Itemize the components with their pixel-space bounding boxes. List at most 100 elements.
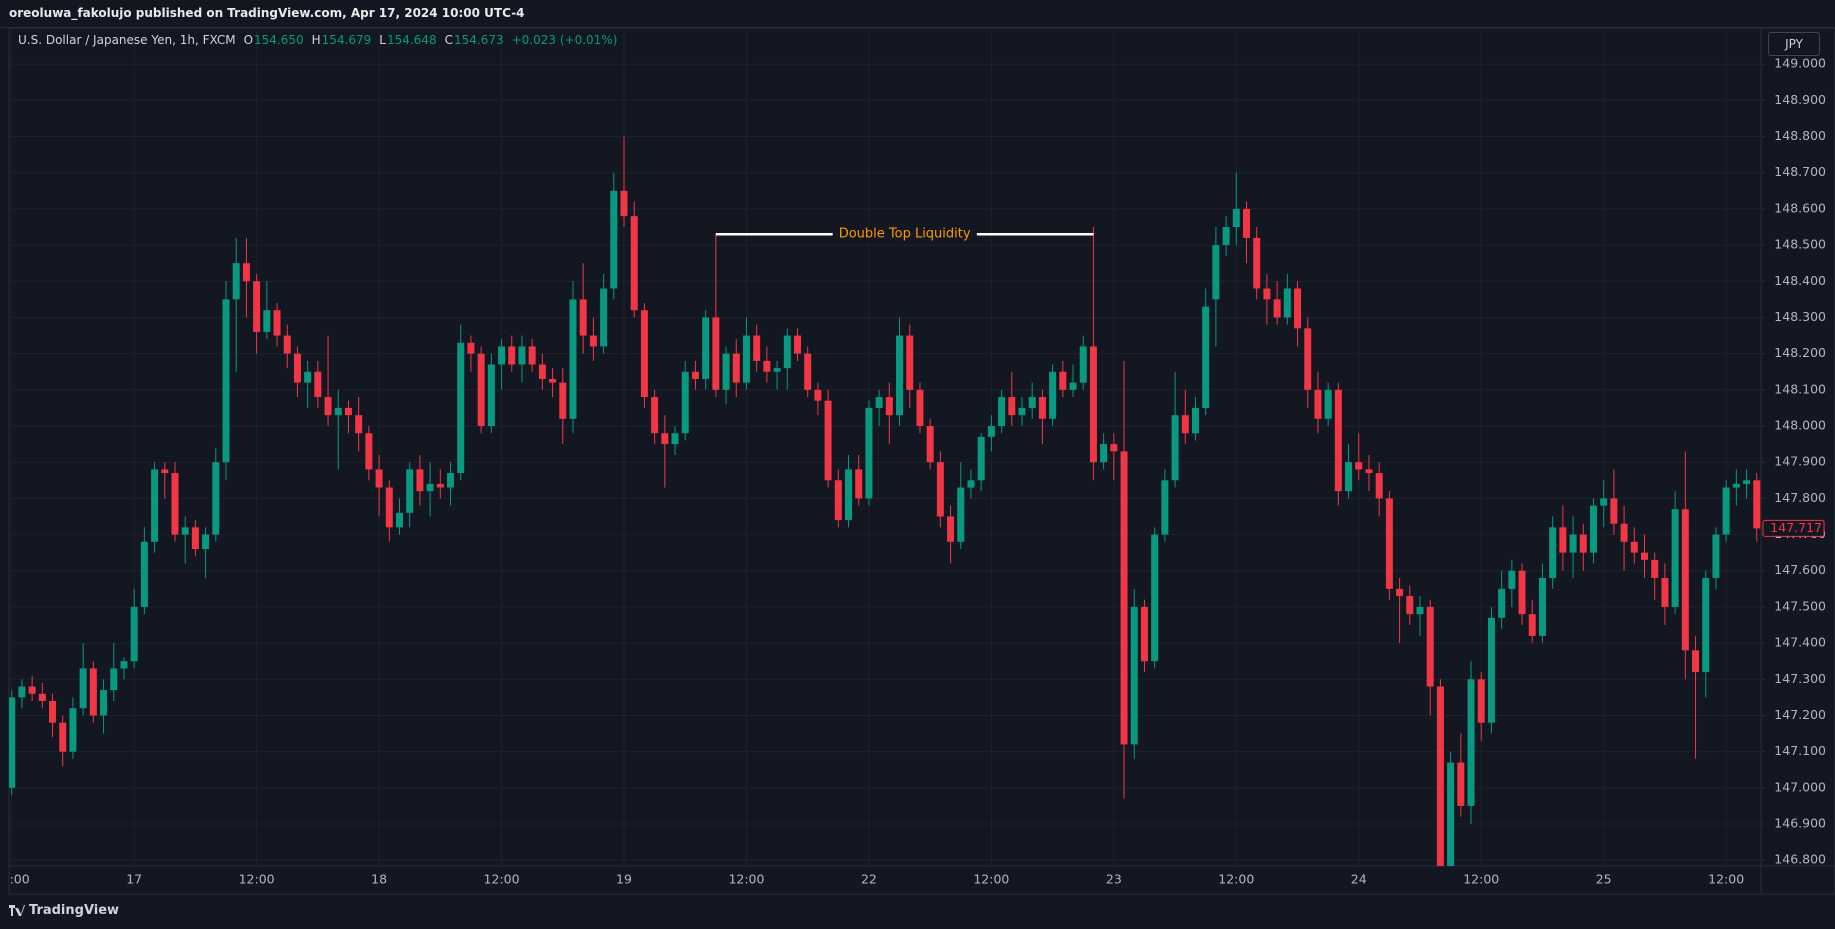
candle-body bbox=[1028, 397, 1036, 408]
candle-body bbox=[232, 263, 240, 300]
candle-body bbox=[691, 371, 699, 379]
candle-body bbox=[1324, 389, 1332, 419]
candle-body bbox=[661, 433, 669, 445]
candle-body bbox=[681, 371, 689, 434]
candle-body bbox=[702, 317, 710, 379]
candle-body bbox=[936, 462, 944, 517]
candle-body bbox=[1498, 588, 1506, 618]
candle-body bbox=[1365, 469, 1373, 474]
candle-body bbox=[824, 400, 832, 481]
y-tick-label: 147.000 bbox=[1774, 779, 1826, 794]
candle-body bbox=[1661, 577, 1669, 607]
y-tick-label: 147.200 bbox=[1774, 707, 1826, 722]
candle-body bbox=[447, 473, 455, 488]
candle-body bbox=[49, 701, 57, 723]
y-tick-label: 148.900 bbox=[1774, 92, 1826, 107]
candle-body bbox=[1120, 451, 1128, 745]
candle-body bbox=[416, 469, 424, 492]
candle-body bbox=[314, 371, 322, 398]
candle-body bbox=[498, 346, 506, 365]
candle-body bbox=[845, 469, 853, 521]
candle-body bbox=[1273, 299, 1281, 318]
candle-body bbox=[1457, 762, 1465, 806]
candle-body bbox=[1181, 415, 1189, 434]
ohlc-key: L bbox=[379, 33, 386, 47]
brand-logo bbox=[9, 904, 25, 916]
ohlc-value: 154.679 bbox=[321, 33, 372, 47]
candle-body bbox=[467, 342, 475, 354]
x-tick-label: 22 bbox=[861, 872, 877, 887]
candle-body bbox=[967, 480, 975, 488]
x-tick-label: 24 bbox=[1351, 872, 1367, 887]
x-tick-label: 12:00 bbox=[973, 872, 1009, 887]
candle-body bbox=[1191, 407, 1199, 434]
y-tick-label: 148.200 bbox=[1774, 345, 1826, 360]
candle-body bbox=[375, 469, 383, 488]
candle-body bbox=[487, 364, 495, 427]
candle-body bbox=[1549, 527, 1557, 578]
currency-button[interactable]: JPY bbox=[1768, 32, 1820, 56]
candle-body bbox=[273, 310, 281, 336]
candle-body bbox=[1110, 444, 1118, 452]
candle-body bbox=[926, 426, 934, 463]
candle-body bbox=[549, 378, 557, 383]
x-tick-label: 12:00 bbox=[728, 872, 764, 887]
candle-body bbox=[1212, 245, 1220, 300]
candle-body bbox=[620, 190, 628, 217]
candle-body bbox=[834, 480, 842, 521]
candle-body bbox=[436, 483, 444, 488]
candle-body bbox=[222, 299, 230, 463]
brand-text: TradingView bbox=[29, 903, 120, 918]
candle-body bbox=[1263, 288, 1271, 300]
x-tick-label: 12:00 bbox=[1218, 872, 1254, 887]
candle-body bbox=[1294, 288, 1302, 329]
candle-body bbox=[1018, 407, 1026, 416]
candle-body bbox=[783, 335, 791, 369]
candle-body bbox=[518, 346, 526, 365]
x-tick-label: 18 bbox=[371, 872, 387, 887]
y-tick-label: 147.300 bbox=[1774, 671, 1826, 686]
candle-body bbox=[355, 415, 363, 434]
candle-body bbox=[1630, 541, 1638, 553]
candle-body bbox=[120, 661, 128, 669]
x-tick-label: 12:00 bbox=[1463, 872, 1499, 887]
candle-body bbox=[1345, 462, 1353, 492]
candle-body bbox=[406, 469, 414, 513]
candle-body bbox=[1508, 570, 1516, 589]
y-tick-label: 147.100 bbox=[1774, 743, 1826, 758]
candle-body bbox=[1059, 371, 1067, 390]
symbol: U.S. Dollar / Japanese Yen, 1h, FXCM bbox=[18, 33, 236, 47]
candle-body bbox=[1355, 462, 1363, 470]
candle-body bbox=[1600, 498, 1608, 506]
y-tick-label: 147.400 bbox=[1774, 635, 1826, 650]
candle-body bbox=[579, 299, 587, 336]
candle-body bbox=[1681, 509, 1689, 651]
x-tick-label: 25 bbox=[1596, 872, 1612, 887]
x-tick-label: 12:00 bbox=[0, 872, 30, 887]
candle-body bbox=[1314, 389, 1322, 419]
candle-body bbox=[304, 371, 312, 383]
grid bbox=[9, 28, 1761, 866]
candle-body bbox=[28, 686, 36, 694]
candle-body bbox=[263, 310, 271, 332]
ohlc-key: O bbox=[243, 33, 254, 47]
candle-body bbox=[110, 668, 118, 691]
candle-body bbox=[69, 708, 77, 752]
y-tick-label: 147.600 bbox=[1774, 562, 1826, 577]
candle-body bbox=[722, 353, 730, 390]
candle-body bbox=[1569, 534, 1577, 553]
candle-body bbox=[1477, 679, 1485, 723]
candle-body bbox=[253, 281, 261, 332]
candle-body bbox=[793, 335, 801, 354]
candle-body bbox=[855, 469, 863, 499]
candle-body bbox=[18, 686, 26, 698]
candle-body bbox=[987, 426, 995, 437]
y-tick-label: 148.800 bbox=[1774, 128, 1826, 143]
y-tick-label: 148.000 bbox=[1774, 418, 1826, 433]
candle-body bbox=[732, 353, 740, 383]
candle-body bbox=[1161, 480, 1169, 535]
y-tick-label: 147.500 bbox=[1774, 598, 1826, 613]
candle-body bbox=[1447, 762, 1455, 866]
candle-body bbox=[202, 534, 210, 550]
candle-body bbox=[1253, 237, 1261, 289]
